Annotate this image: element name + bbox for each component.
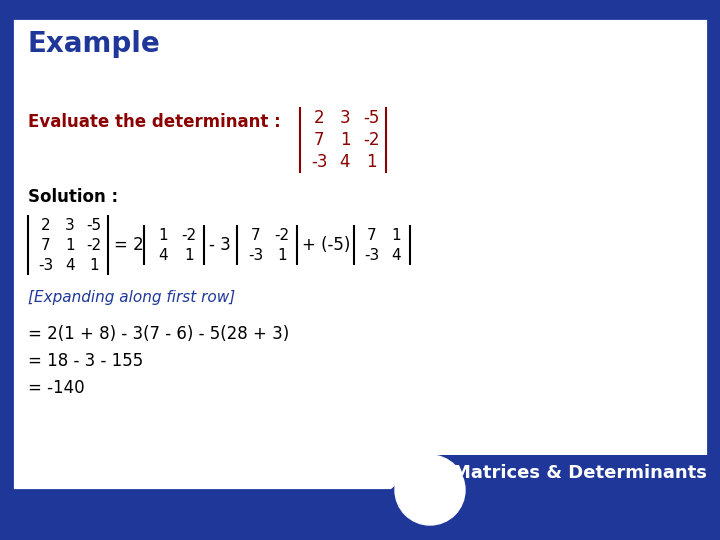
Text: 7: 7: [314, 131, 324, 149]
Text: 1: 1: [89, 258, 99, 273]
Text: -3: -3: [38, 258, 53, 273]
Text: -5: -5: [86, 218, 102, 233]
Text: 1: 1: [277, 247, 287, 262]
Text: 4: 4: [340, 153, 350, 171]
Text: + (-5): + (-5): [302, 236, 351, 254]
Text: -3: -3: [364, 247, 379, 262]
Text: = -140: = -140: [28, 379, 85, 397]
Text: = 2(1 + 8) - 3(7 - 6) - 5(28 + 3): = 2(1 + 8) - 3(7 - 6) - 5(28 + 3): [28, 325, 289, 343]
Text: 1: 1: [158, 227, 168, 242]
Text: -2: -2: [363, 131, 379, 149]
Text: - 3: - 3: [209, 236, 230, 254]
Text: 2: 2: [41, 218, 51, 233]
Text: [Expanding along first row]: [Expanding along first row]: [28, 290, 235, 305]
Text: 7: 7: [367, 227, 377, 242]
Text: -2: -2: [274, 227, 289, 242]
Text: 7: 7: [41, 238, 51, 253]
Text: Solution :: Solution :: [28, 188, 118, 206]
Circle shape: [395, 455, 465, 525]
Text: 4: 4: [66, 258, 75, 273]
Polygon shape: [390, 455, 708, 490]
Text: 1: 1: [391, 227, 401, 242]
Text: 3: 3: [340, 109, 351, 127]
Text: 2: 2: [314, 109, 324, 127]
Text: = 18 - 3 - 155: = 18 - 3 - 155: [28, 352, 143, 370]
Text: 1: 1: [366, 153, 377, 171]
Text: 1: 1: [66, 238, 75, 253]
Text: -2: -2: [86, 238, 102, 253]
Text: 7: 7: [251, 227, 261, 242]
Text: -3: -3: [248, 247, 264, 262]
Text: 1: 1: [340, 131, 351, 149]
Text: -2: -2: [181, 227, 197, 242]
Text: -3: -3: [311, 153, 328, 171]
Text: Evaluate the determinant :: Evaluate the determinant :: [28, 113, 281, 131]
Text: 1: 1: [184, 247, 194, 262]
FancyBboxPatch shape: [12, 18, 708, 490]
Text: Matrices & Determinants: Matrices & Determinants: [453, 464, 707, 482]
Text: -5: -5: [363, 109, 379, 127]
Text: = 2: = 2: [114, 236, 144, 254]
Text: 3: 3: [65, 218, 75, 233]
Text: 4: 4: [158, 247, 168, 262]
Text: 4: 4: [391, 247, 401, 262]
Text: Example: Example: [28, 30, 161, 58]
